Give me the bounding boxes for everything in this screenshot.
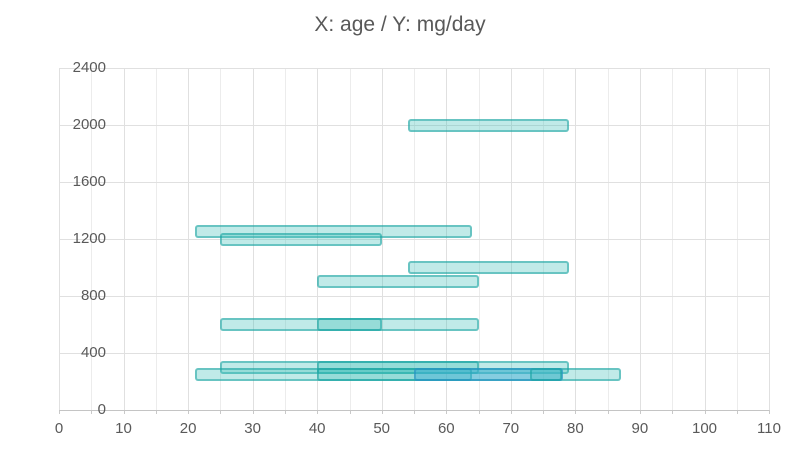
y-gridline [59, 353, 769, 354]
plot-area: 0 10 20 30 40 50 60 70 80 90 100 110 0 400 800 1200 1600… [55, 59, 781, 437]
x-tick-mark [252, 410, 254, 414]
x-tick-mark [59, 410, 60, 414]
x-tick-mark [639, 410, 641, 414]
x-tick-label: 110 [757, 420, 781, 437]
x-axis-line [59, 410, 769, 411]
x-tick-label: 100 [691, 420, 718, 437]
x-tick-mark [123, 410, 125, 414]
x-tick-mark [284, 410, 286, 414]
x-tick-mark [188, 410, 190, 414]
dose-interval-bar [317, 367, 473, 381]
dose-interval-bar [407, 118, 569, 132]
x-tick-mark [155, 410, 157, 414]
x-tick-mark [769, 410, 770, 414]
x-tick-label: 10 [115, 420, 132, 437]
y-tick-label: 800 [80, 287, 106, 304]
x-tick-mark [575, 410, 577, 414]
x-tick-label: 20 [179, 420, 197, 437]
x-tick-mark [478, 410, 480, 414]
x-tick-mark [381, 410, 383, 414]
y-gridline [59, 125, 769, 126]
x-tick-label: 50 [373, 420, 391, 437]
x-tick-mark [414, 410, 415, 414]
x-tick-mark [607, 410, 609, 414]
dose-interval-bar [317, 275, 479, 289]
y-tick-label: 400 [80, 344, 106, 361]
x-tick-mark [543, 410, 545, 414]
x-tick-label: 70 [502, 420, 520, 437]
x-tick-label: 90 [631, 420, 649, 437]
x-tick-mark [317, 410, 319, 414]
y-gridline [59, 182, 769, 183]
x-tick-label: 40 [308, 420, 326, 437]
x-tick-mark [736, 410, 738, 414]
dose-interval-bar [530, 367, 563, 381]
x-gridline-major [769, 68, 770, 410]
y-gridline [59, 68, 769, 69]
y-tick-label: 2000 [72, 116, 106, 133]
y-tick-label: 2400 [72, 59, 106, 76]
x-tick-mark [704, 410, 706, 414]
y-tick-label: 1600 [72, 173, 106, 190]
x-tick-mark [672, 410, 674, 414]
x-tick-mark [446, 410, 448, 414]
x-tick-mark [349, 410, 351, 414]
chart-title: X: age / Y: mg/day [314, 13, 486, 36]
y-tick-label: 1200 [72, 230, 106, 247]
y-gridline [59, 296, 769, 297]
x-tick-label: 30 [244, 420, 261, 437]
dose-interval-bar [407, 261, 569, 274]
x-tick-label: 80 [567, 420, 584, 437]
y-gridline [59, 239, 769, 240]
dose-interval-bar [317, 360, 479, 374]
x-tick-mark [510, 410, 512, 414]
dose-interval-bar [220, 232, 382, 246]
x-tick-label: 0 [54, 420, 64, 437]
dose-interval-bar [194, 225, 472, 239]
x-tick-label: 60 [437, 420, 455, 437]
y-tick-label: 0 [97, 401, 106, 418]
x-tick-mark [220, 410, 222, 414]
dose-interval-bar [317, 318, 382, 331]
x-tick-mark [91, 410, 93, 414]
